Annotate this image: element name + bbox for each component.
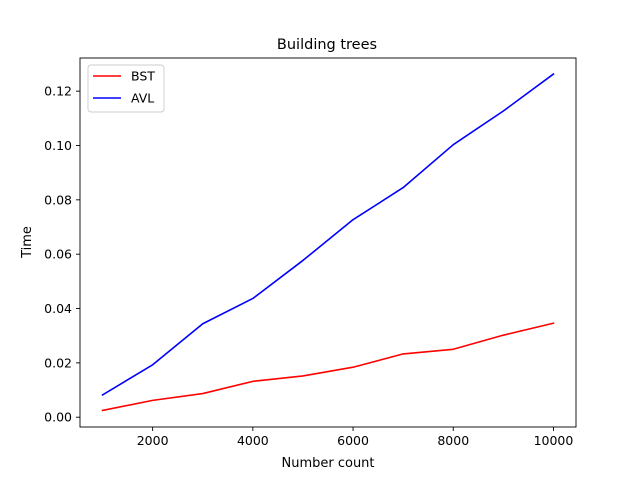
series-line-avl xyxy=(101,72,555,397)
y-tick-label: 0.02 xyxy=(44,355,72,370)
y-tick-label: 0.04 xyxy=(44,301,72,316)
series-layer xyxy=(101,72,555,412)
legend-label-avl: AVL xyxy=(131,91,154,106)
legend: BST AVL xyxy=(87,64,165,113)
legend-items: BST AVL xyxy=(93,69,155,106)
x-tick-label: 4000 xyxy=(237,433,269,448)
y-tick-label: 0.10 xyxy=(44,138,72,153)
series-line-bst xyxy=(101,322,555,412)
y-tick-label: 0.00 xyxy=(44,410,72,425)
x-tick-label: 10000 xyxy=(534,433,574,448)
legend-label-bst: BST xyxy=(131,69,155,84)
y-tick-label: 0.08 xyxy=(44,192,72,207)
axes-frame xyxy=(79,57,577,428)
y-axis-ticks: 0.00 0.02 0.04 0.06 0.08 0.10 0.12 xyxy=(44,84,80,425)
y-tick-label: 0.06 xyxy=(44,247,72,262)
x-axis-ticks: 2000 4000 6000 8000 10000 xyxy=(137,427,574,448)
x-tick-label: 8000 xyxy=(437,433,469,448)
x-tick-label: 2000 xyxy=(137,433,169,448)
y-axis-label: Time xyxy=(20,226,35,259)
x-tick-label: 6000 xyxy=(337,433,369,448)
chart-title: Building trees xyxy=(277,37,377,53)
y-tick-label: 0.12 xyxy=(44,84,72,99)
x-axis-label: Number count xyxy=(281,456,374,471)
